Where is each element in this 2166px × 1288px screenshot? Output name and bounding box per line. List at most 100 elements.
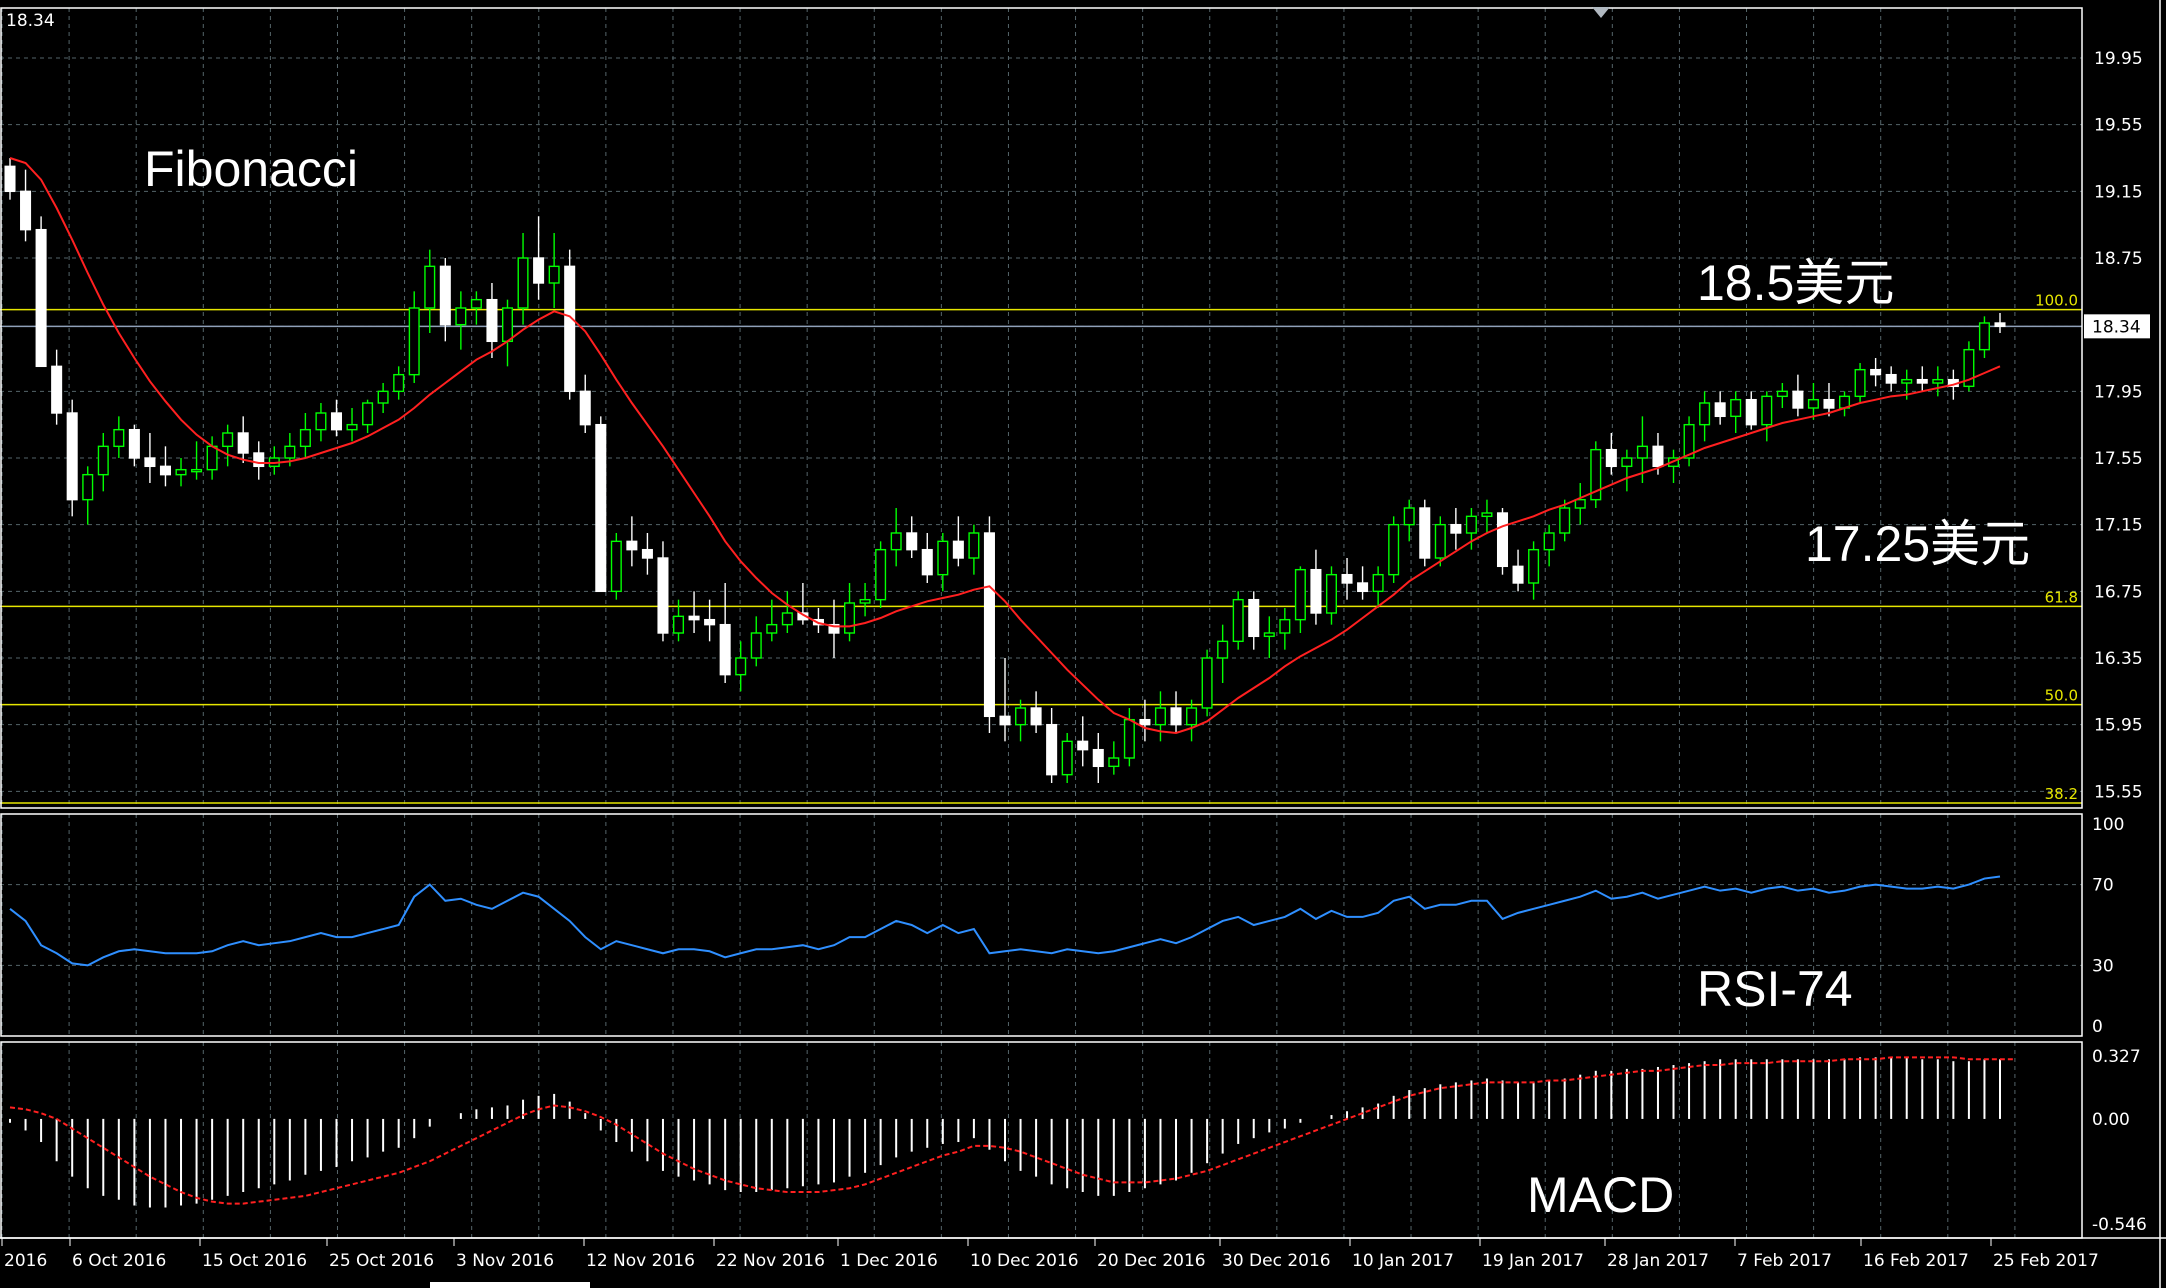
candlesticks bbox=[4, 158, 2006, 783]
candle-body bbox=[688, 615, 700, 621]
candle-body bbox=[362, 402, 374, 426]
moving-average-line bbox=[9, 157, 2001, 735]
candle-body bbox=[921, 548, 933, 576]
rsi-axis-tick-label: 100 bbox=[2092, 815, 2124, 835]
candle-body bbox=[113, 428, 125, 448]
candle-body bbox=[999, 715, 1011, 726]
candle-body bbox=[1807, 398, 1819, 409]
candle-body bbox=[501, 307, 514, 343]
axes: 19.95 19.55 19.15 18.75 17.95 17.55 17.15 16.75… bbox=[1, 49, 2147, 1288]
candle-body bbox=[144, 457, 156, 468]
macd-axis-tick-label: -0.546 bbox=[2092, 1215, 2147, 1235]
price-axis-tick-label: 19.55 bbox=[2094, 116, 2143, 136]
candle-body bbox=[672, 615, 685, 634]
candle-body bbox=[1248, 598, 1260, 638]
rsi-panel-frame bbox=[0, 813, 2083, 1037]
candle-body bbox=[952, 540, 964, 559]
candle-body bbox=[1885, 373, 1897, 384]
candle-body bbox=[66, 412, 78, 501]
rsi-line bbox=[9, 875, 2001, 967]
fibonacci-level-label: 61.8 bbox=[2045, 588, 2078, 606]
candle-body bbox=[875, 548, 887, 601]
price-axis-tick-label: 16.35 bbox=[2094, 649, 2143, 669]
candle-body bbox=[1636, 445, 1648, 459]
candle-body bbox=[82, 473, 94, 501]
candle-body bbox=[1341, 573, 1353, 584]
time-axis-date-label: 12 Nov 2016 bbox=[586, 1251, 695, 1271]
candle-body bbox=[1279, 618, 1291, 634]
candle-body bbox=[1963, 348, 1975, 388]
candle-body bbox=[1217, 640, 1229, 659]
candle-body bbox=[579, 390, 591, 426]
candle-body bbox=[346, 423, 358, 431]
candle-body bbox=[20, 190, 32, 231]
candle-body bbox=[1574, 498, 1586, 509]
current-price-box bbox=[2084, 314, 2150, 339]
candle-body bbox=[595, 423, 607, 593]
candle-body bbox=[735, 657, 747, 676]
candle-body bbox=[1854, 368, 1866, 398]
candle-body bbox=[299, 428, 311, 448]
candle-body bbox=[1232, 598, 1244, 643]
candle-body bbox=[890, 532, 902, 551]
candle-body bbox=[424, 265, 436, 309]
scrollbar-thumb[interactable] bbox=[430, 1282, 590, 1288]
candle-body bbox=[377, 390, 389, 404]
price-axis-tick-label: 17.15 bbox=[2094, 516, 2143, 536]
candle-body bbox=[1559, 507, 1571, 534]
candle-body bbox=[1605, 448, 1617, 468]
candle-body bbox=[1621, 457, 1633, 468]
candle-body bbox=[35, 228, 47, 368]
candle-body bbox=[750, 632, 762, 659]
current-price-box-label: 18.34 bbox=[2092, 317, 2141, 337]
macd-axis-tick-label: 0.00 bbox=[2092, 1110, 2130, 1130]
candle-body bbox=[1994, 322, 2006, 328]
candle-body bbox=[1776, 390, 1788, 398]
time-axis-date-label: 10 Dec 2016 bbox=[970, 1251, 1079, 1271]
candle-body bbox=[1434, 523, 1446, 559]
candle-body bbox=[1450, 523, 1462, 534]
candle-body bbox=[968, 532, 980, 559]
candle-body bbox=[1683, 423, 1695, 459]
candle-body bbox=[641, 548, 653, 559]
candle-body bbox=[1792, 390, 1804, 409]
candle-body bbox=[1046, 723, 1058, 776]
candle-body bbox=[1590, 448, 1602, 501]
candle-body bbox=[97, 445, 109, 476]
time-axis-date-label: 22 Nov 2016 bbox=[716, 1251, 825, 1271]
macd-axis-tick-label: 0.327 bbox=[2092, 1047, 2141, 1067]
candle-body bbox=[1139, 718, 1151, 726]
shift-marker-icon[interactable] bbox=[1592, 7, 1610, 18]
candle-body bbox=[719, 623, 731, 676]
macd-panel bbox=[9, 1056, 2016, 1208]
candle-body bbox=[1465, 515, 1477, 534]
time-axis-date-label: 19 Jan 2017 bbox=[1482, 1251, 1584, 1271]
macd-signal-line bbox=[9, 1056, 2016, 1205]
candle-body bbox=[4, 165, 16, 193]
candle-body bbox=[983, 532, 995, 718]
price-axis-tick-label: 19.15 bbox=[2094, 182, 2143, 202]
time-axis-date-label: 28 Jan 2017 bbox=[1607, 1251, 1709, 1271]
candle-body bbox=[1901, 378, 1913, 384]
candle-body bbox=[1388, 523, 1400, 576]
candle-body bbox=[470, 298, 482, 309]
time-axis-date-label: 15 Oct 2016 bbox=[202, 1251, 307, 1271]
candle-body bbox=[393, 373, 405, 393]
candle-body bbox=[439, 265, 451, 326]
candle-body bbox=[906, 532, 918, 551]
time-axis-date-label: 1 Dec 2016 bbox=[840, 1251, 938, 1271]
candle-body bbox=[1419, 507, 1431, 559]
time-axis-date-label: 25 Feb 2017 bbox=[1993, 1251, 2099, 1271]
candle-body bbox=[1294, 568, 1306, 621]
annotation-fibonacci: Fibonacci bbox=[144, 141, 358, 197]
candle-body bbox=[1030, 707, 1042, 726]
time-axis-date-label: 2016 bbox=[4, 1251, 47, 1271]
candle-body bbox=[1154, 707, 1166, 726]
candle-body bbox=[455, 307, 467, 326]
candle-body bbox=[1481, 512, 1493, 518]
candle-body bbox=[1123, 718, 1135, 759]
candle-body bbox=[610, 540, 622, 593]
fibonacci-levels: 100.0 61.8 50.0 38.2 18.34 bbox=[0, 292, 2150, 804]
